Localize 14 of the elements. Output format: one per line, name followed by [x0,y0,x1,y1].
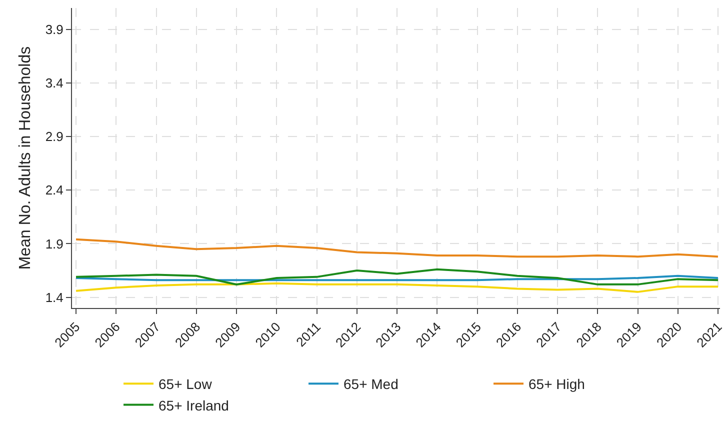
line-series [75,238,719,258]
y-tick-label: 1.9 [45,236,64,252]
line-series [75,282,719,293]
y-tick-label: 1.4 [45,290,64,305]
legend-label: 65+ Low [158,376,213,392]
y-tick-label: 2.4 [45,182,64,198]
y-tick-label: 2.9 [45,129,64,144]
line-series [75,268,719,286]
legend-label: 65+ Med [344,376,398,392]
y-axis-title: Mean No. Adults in Households [17,46,34,270]
y-tick-label: 3.9 [45,22,64,37]
legend-label: 65+ Ireland [158,397,229,414]
y-tick-label: 3.4 [45,76,64,91]
legend-label: 65+ High [528,376,585,392]
